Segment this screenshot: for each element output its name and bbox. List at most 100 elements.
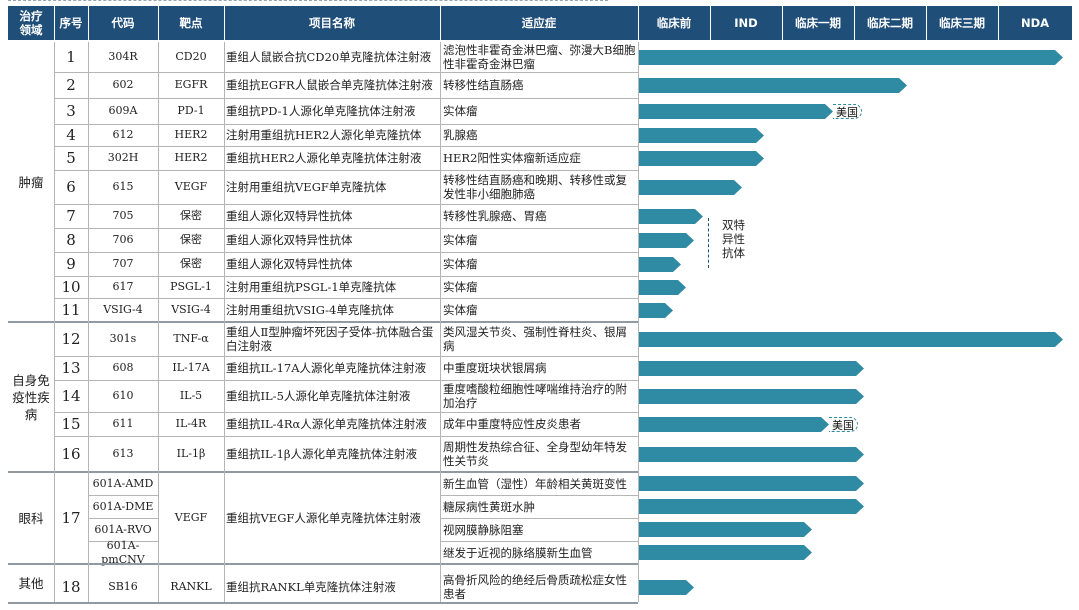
header-area: 治疗 领域 xyxy=(8,6,54,40)
project-name: 重组抗VEGF人源化单克隆抗体注射液 xyxy=(226,511,421,525)
target-cell: IL-1β xyxy=(176,447,206,460)
code-cell: 707 xyxy=(112,257,134,270)
progress-bar xyxy=(638,417,829,432)
code-cell: 617 xyxy=(112,280,134,293)
progress-bar xyxy=(638,257,681,272)
target-cell: IL-5 xyxy=(179,389,203,402)
bispecific-bracket xyxy=(708,218,710,268)
project-name: 重组人鼠嵌合抗CD20单克隆抗体注射液 xyxy=(226,50,432,64)
indication-cell: 乳腺癌 xyxy=(443,128,478,142)
project-name: 重组抗HER2人源化单克隆抗体注射液 xyxy=(226,151,422,165)
code-cell: 609A xyxy=(108,104,138,117)
project-name: 重组抗IL-4Rα人源化单克隆抗体注射液 xyxy=(226,417,427,431)
row-divider xyxy=(54,228,638,229)
progress-bar xyxy=(638,303,673,318)
header-separator xyxy=(158,6,159,40)
code-cell: 705 xyxy=(112,209,134,222)
project-name: 重组抗EGFR人鼠嵌合单克隆抗体注射液 xyxy=(226,78,433,92)
table-bottom-line xyxy=(8,602,638,604)
progress-bar xyxy=(638,128,764,143)
row-number: 9 xyxy=(66,255,76,273)
indication-cell: 周期性发热综合征、全身型幼年特发性关节炎 xyxy=(443,440,627,468)
row-number: 7 xyxy=(66,207,76,225)
project-name: 重组抗PD-1人源化单克隆抗体注射液 xyxy=(226,104,416,118)
row-divider xyxy=(54,298,638,299)
project-name: 重组人源化双特异性抗体 xyxy=(226,257,353,271)
header-project: 项目名称 xyxy=(224,6,440,40)
progress-bar xyxy=(638,522,812,537)
progress-bar xyxy=(638,361,864,376)
code-cell: SB16 xyxy=(108,580,138,593)
progress-bar xyxy=(638,476,864,491)
group-divider xyxy=(8,321,638,323)
progress-bar xyxy=(638,233,694,248)
row-number: 2 xyxy=(66,76,76,94)
sub-row-divider xyxy=(440,495,638,496)
progress-bar xyxy=(638,151,764,166)
row-divider xyxy=(54,72,638,73)
row-number: 13 xyxy=(61,359,81,377)
code-cell: 613 xyxy=(112,447,134,460)
row-divider xyxy=(54,98,638,99)
target-cell: VEGF xyxy=(174,180,208,193)
header-separator xyxy=(998,6,999,40)
row-number: 3 xyxy=(66,102,76,120)
header-stage: 临床三期 xyxy=(926,6,998,40)
header-separator xyxy=(638,6,639,40)
sub-row-divider xyxy=(440,541,638,542)
indication-cell: 糖尿病性黄斑水肿 xyxy=(443,499,535,514)
code-cell: 302H xyxy=(107,151,139,164)
code-cell: 602 xyxy=(112,78,134,91)
code-cell: 601A-RVO xyxy=(94,522,152,536)
indication-cell: 类风湿关节炎、强制性脊柱炎、银屑病 xyxy=(443,325,627,353)
code-cell: 615 xyxy=(112,180,134,193)
target-cell: EGFR xyxy=(174,78,208,91)
row-divider xyxy=(54,124,638,125)
row-number: 12 xyxy=(61,330,81,348)
project-name: 重组抗IL-5人源化单克隆抗体注射液 xyxy=(226,389,411,403)
indication-cell: 高骨折风险的绝经后骨质疏松症女性患者 xyxy=(443,573,627,601)
row-divider xyxy=(54,170,638,171)
row-number: 15 xyxy=(61,415,81,433)
column-divider xyxy=(638,42,639,602)
target-cell: PSGL-1 xyxy=(170,280,212,293)
row-number: 17 xyxy=(61,509,81,527)
row-divider xyxy=(54,412,638,413)
progress-bar xyxy=(638,50,1063,65)
target-cell: IL-4R xyxy=(175,417,207,430)
indication-cell: 转移性结直肠癌 xyxy=(443,78,524,92)
header-no: 序号 xyxy=(54,6,88,40)
indication-cell: 实体瘤 xyxy=(443,233,478,247)
header-separator xyxy=(926,6,927,40)
row-number: 16 xyxy=(61,445,81,463)
target-cell: VEGF xyxy=(174,511,208,524)
progress-bar xyxy=(638,580,694,595)
row-number: 5 xyxy=(66,149,76,167)
header-separator xyxy=(854,6,855,40)
therapy-area: 自身免 疫性疾 病 xyxy=(12,372,50,422)
header-code: 代码 xyxy=(88,6,158,40)
target-cell: IL-17A xyxy=(172,361,210,374)
project-name: 注射用重组抗VEGF单克隆抗体 xyxy=(226,180,387,194)
progress-bar xyxy=(638,104,833,119)
progress-bar xyxy=(638,499,864,514)
indication-cell: HER2阳性实体瘤新适应症 xyxy=(443,151,581,165)
row-number: 6 xyxy=(66,178,76,196)
code-cell: 612 xyxy=(112,128,134,141)
header-stage: 临床前 xyxy=(638,6,710,40)
header-separator xyxy=(710,6,711,40)
row-number: 11 xyxy=(61,301,81,319)
row-number: 4 xyxy=(66,126,76,144)
column-divider xyxy=(88,42,89,602)
row-divider xyxy=(54,276,638,277)
therapy-area: 肿瘤 xyxy=(18,174,44,190)
target-cell: HER2 xyxy=(174,128,208,141)
project-name: 重组人源化双特异性抗体 xyxy=(226,209,353,223)
indication-cell: 实体瘤 xyxy=(443,303,478,317)
indication-cell: 实体瘤 xyxy=(443,257,478,271)
column-divider xyxy=(54,42,55,602)
target-cell: 保密 xyxy=(180,257,202,270)
indication-cell: 新生血管（湿性）年龄相关黄斑变性 xyxy=(443,476,627,491)
row-divider xyxy=(54,356,638,357)
sub-row-divider xyxy=(88,495,158,496)
